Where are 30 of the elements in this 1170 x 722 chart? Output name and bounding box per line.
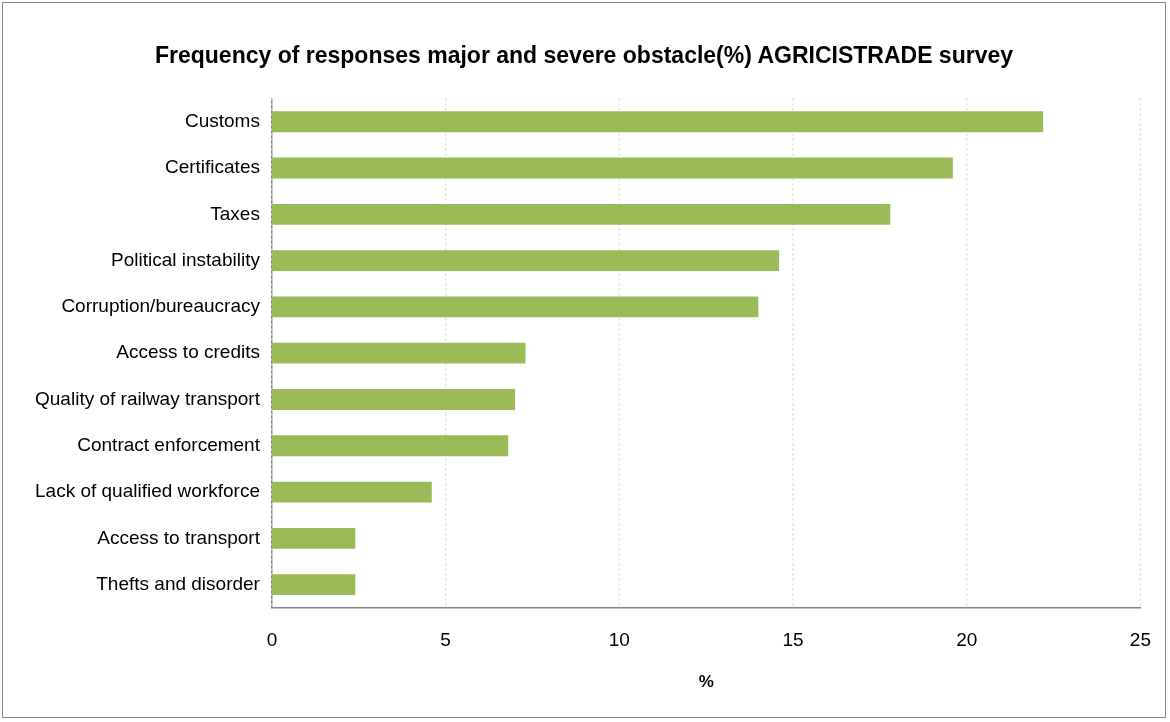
x-tick-label: 20 (956, 629, 978, 651)
y-tick-label: Thefts and disorder (96, 572, 261, 594)
bar (271, 157, 953, 179)
bar (271, 527, 356, 549)
y-tick-label: Contract enforcement (77, 434, 261, 456)
x-tick-label: 15 (782, 629, 804, 651)
bar (271, 435, 509, 457)
y-tick-label: Corruption/bureaucracy (61, 295, 261, 317)
x-axis-title: % (698, 672, 714, 692)
y-tick-label: Taxes (210, 202, 260, 224)
x-tick-label: 5 (440, 629, 451, 651)
chart-title: Frequency of responses major and severe obstacle(%) AGRICISTRADE survey (154, 42, 1014, 69)
bar (271, 481, 432, 503)
y-tick-label: Political instability (111, 248, 261, 270)
bar (271, 389, 516, 410)
y-tick-label: Certificates (164, 156, 260, 178)
x-tick-label: 0 (266, 629, 278, 651)
x-tick-label: 10 (608, 629, 630, 651)
bar (271, 342, 526, 364)
y-tick-label: Customs (184, 109, 260, 131)
x-tick-label: 25 (1129, 629, 1151, 651)
y-tick-label: Quality of railway transport (35, 387, 261, 409)
bar (271, 574, 356, 596)
y-tick-label: Access to credits (116, 341, 260, 363)
bar (271, 296, 759, 318)
y-tick-label: Lack of qualified workforce (34, 480, 260, 502)
bar (271, 250, 780, 272)
bar (271, 203, 891, 225)
bar (271, 111, 1044, 133)
y-tick-label: Access to transport (97, 526, 261, 548)
